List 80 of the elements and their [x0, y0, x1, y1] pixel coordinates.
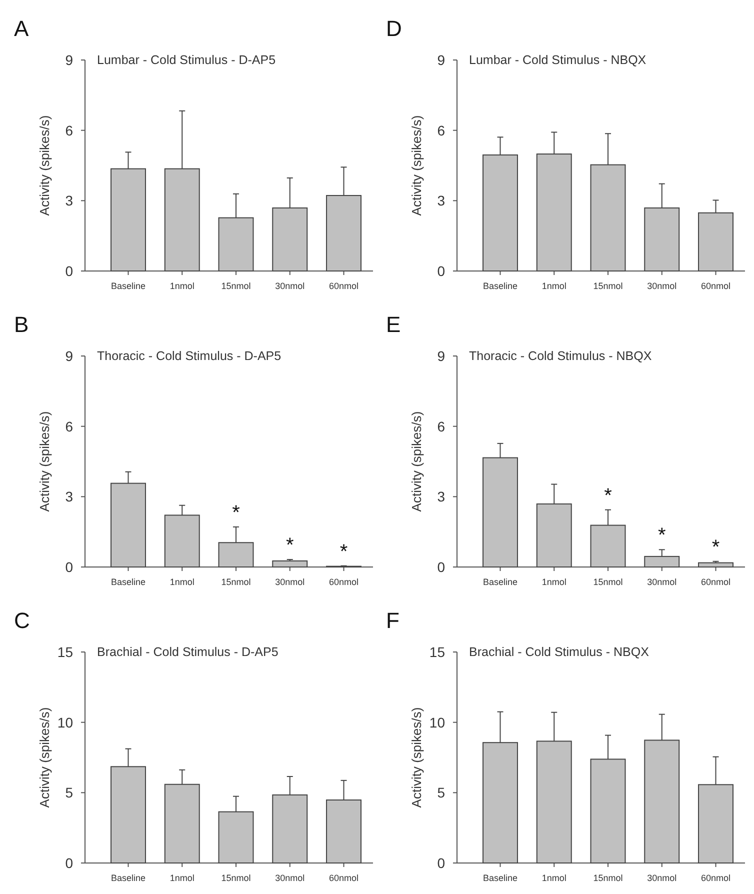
y-axis-title: Activity (spikes/s): [409, 115, 424, 216]
x-tick-label: 15nmol: [221, 281, 251, 291]
x-tick-label: Baseline: [482, 577, 518, 587]
annotation: *: [604, 484, 612, 507]
x-tick-label: 60nmol: [700, 873, 731, 883]
x-tick-label: Baseline: [482, 281, 518, 291]
y-tick-label: 5: [437, 784, 446, 801]
y-axis-title: Activity (spikes/s): [409, 411, 424, 512]
y-tick-label: 0: [65, 559, 74, 575]
x-tick-label: 30nmol: [647, 873, 677, 883]
x-tick-label: 30nmol: [275, 577, 305, 587]
text: F: [386, 608, 400, 633]
bar: [272, 560, 308, 568]
x-tick-label: 1nmol: [542, 873, 566, 883]
chart-title: Lumbar - Cold Stimulus - NBQX: [469, 53, 647, 67]
y-tick-label: 0: [437, 855, 446, 871]
x-tick-label: Baseline: [110, 873, 146, 883]
chart-title: Thoracic - Cold Stimulus - D-AP5: [97, 349, 282, 363]
x-tick-label: 30nmol: [275, 281, 305, 291]
annotation: *: [340, 540, 348, 563]
y-tick-label: 0: [65, 263, 74, 279]
y-tick-label: 0: [437, 263, 446, 279]
x-tick-label: 1nmol: [542, 281, 566, 291]
x-tick-label: 1nmol: [170, 873, 194, 883]
y-tick-label: 9: [65, 52, 74, 68]
x-tick-label: Baseline: [110, 281, 146, 291]
y-tick-label: 3: [437, 192, 446, 209]
chart-title: Brachial - Cold Stimulus - NBQX: [469, 645, 650, 659]
x-tick-label: Baseline: [110, 577, 146, 587]
text: C: [14, 608, 30, 633]
x-tick-label: 30nmol: [647, 281, 677, 291]
x-tick-label: 60nmol: [328, 873, 359, 883]
y-tick-label: 0: [65, 855, 74, 871]
x-tick-label: Baseline: [482, 873, 518, 883]
x-tick-label: 30nmol: [647, 577, 677, 587]
x-tick-label: 15nmol: [221, 873, 251, 883]
y-tick-label: 3: [437, 488, 446, 505]
x-tick-label: 15nmol: [593, 281, 623, 291]
y-tick-label: 10: [57, 714, 74, 730]
y-axis-title: Activity (spikes/s): [37, 115, 52, 216]
x-tick-label: 60nmol: [328, 577, 359, 587]
y-tick-label: 0: [437, 559, 446, 575]
y-tick-label: 5: [65, 784, 74, 801]
x-tick-label: 30nmol: [275, 873, 305, 883]
y-tick-label: 9: [65, 348, 74, 364]
text: E: [386, 312, 401, 337]
x-tick-label: 60nmol: [700, 577, 731, 587]
y-tick-label: 6: [437, 418, 446, 434]
y-axis-title: Activity (spikes/s): [37, 707, 52, 808]
y-tick-label: 9: [437, 52, 446, 68]
chart-title: Thoracic - Cold Stimulus - NBQX: [469, 349, 652, 363]
y-tick-label: 9: [437, 348, 446, 364]
x-tick-label: 15nmol: [221, 577, 251, 587]
annotation: *: [232, 502, 240, 524]
y-tick-label: 6: [437, 122, 446, 138]
x-tick-label: 60nmol: [328, 281, 359, 291]
y-tick-label: 15: [57, 644, 74, 660]
y-tick-label: 3: [65, 192, 74, 209]
x-tick-label: 1nmol: [170, 281, 194, 291]
y-axis-title: Activity (spikes/s): [37, 411, 52, 512]
y-tick-label: 15: [429, 644, 446, 660]
x-tick-label: 15nmol: [593, 577, 623, 587]
chart-title: Lumbar - Cold Stimulus - D-AP5: [97, 53, 276, 67]
y-tick-label: 10: [429, 714, 446, 730]
text: A: [14, 16, 29, 41]
y-tick-label: 6: [65, 418, 74, 434]
y-axis-title: Activity (spikes/s): [409, 707, 424, 808]
bar: [698, 562, 734, 568]
annotation: *: [286, 534, 294, 556]
y-tick-label: 3: [65, 488, 74, 505]
text: D: [386, 16, 402, 41]
annotation: *: [712, 536, 720, 558]
chart-title: Brachial - Cold Stimulus - D-AP5: [97, 645, 278, 659]
x-tick-label: 15nmol: [593, 873, 623, 883]
x-tick-label: 1nmol: [170, 577, 194, 587]
text: B: [14, 312, 29, 337]
x-tick-label: 1nmol: [542, 577, 566, 587]
y-tick-label: 6: [65, 122, 74, 138]
x-tick-label: 60nmol: [700, 281, 731, 291]
annotation: *: [658, 524, 666, 547]
